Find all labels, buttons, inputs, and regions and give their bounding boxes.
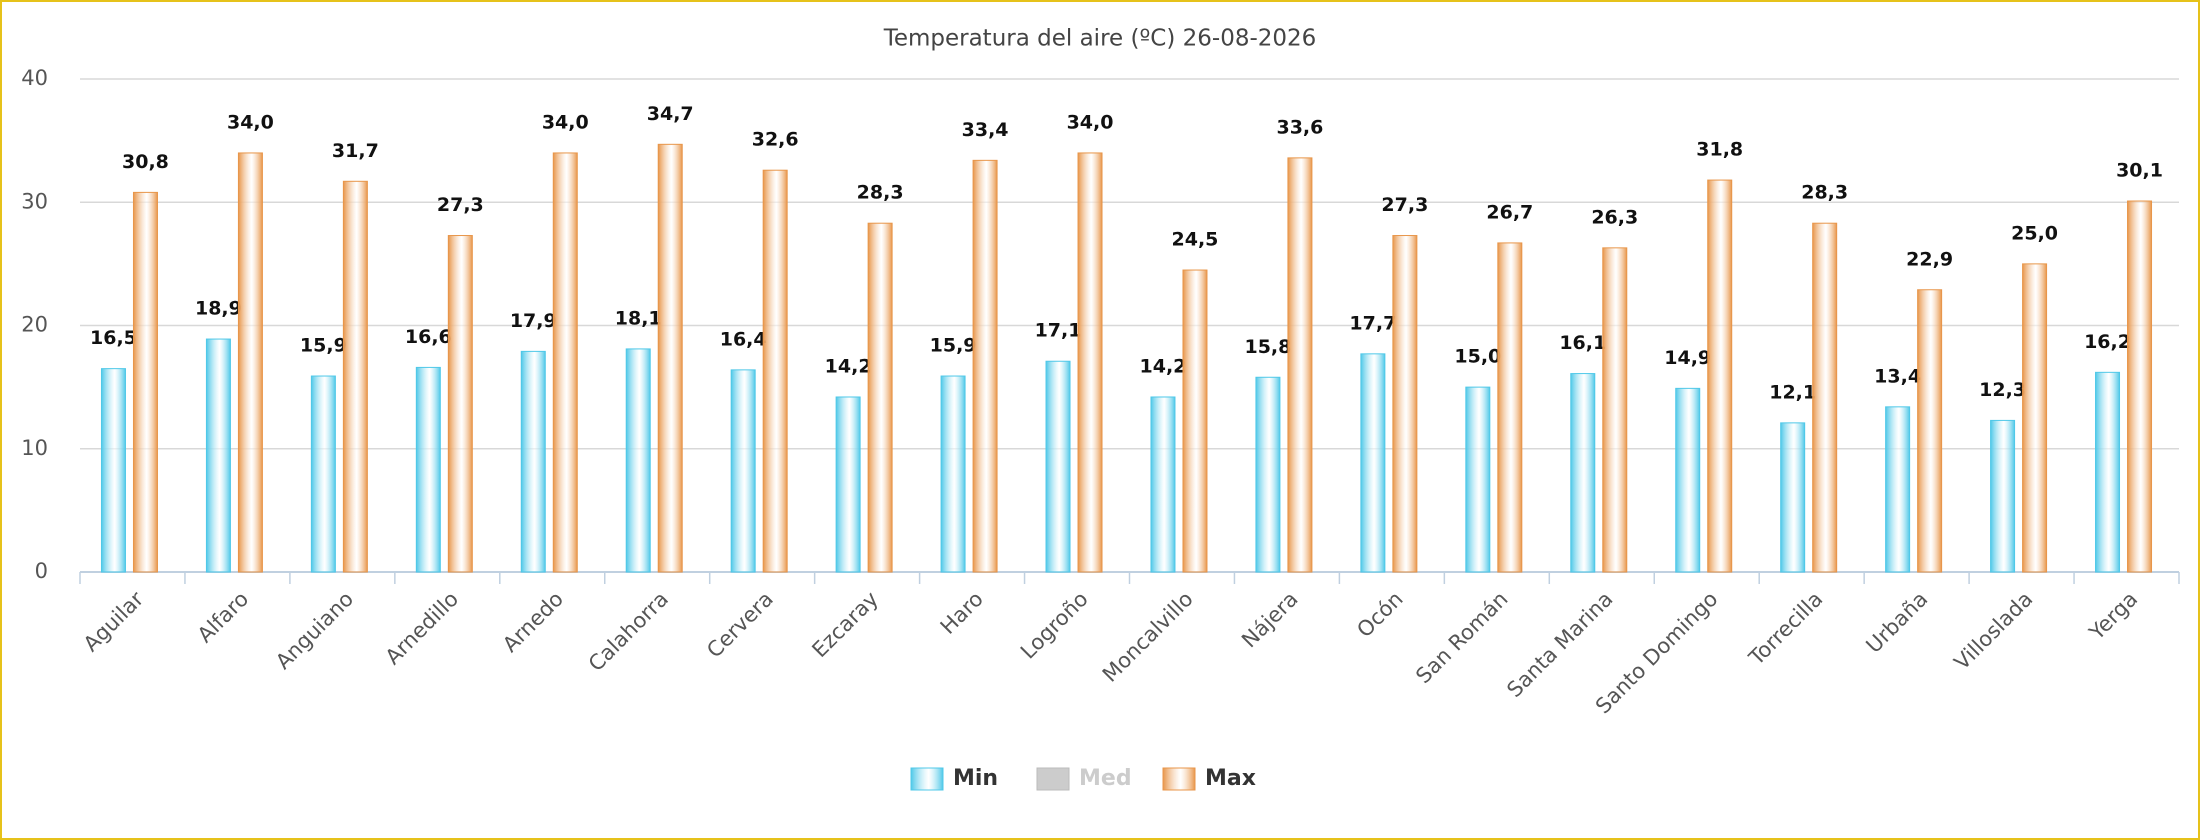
bar — [2127, 200, 2153, 573]
bar — [730, 369, 756, 573]
bar — [310, 375, 336, 573]
value-label: 14,2 — [1140, 355, 1187, 377]
value-label: 27,3 — [1381, 194, 1428, 216]
bar — [1255, 376, 1281, 573]
value-label: 32,6 — [752, 129, 799, 151]
bar — [1465, 386, 1491, 573]
bar — [867, 222, 893, 573]
y-tick-label: 30 — [21, 189, 48, 213]
bar — [415, 366, 441, 573]
bar — [1077, 152, 1103, 573]
value-label: 34,0 — [542, 111, 589, 133]
value-label: 26,7 — [1486, 201, 1533, 223]
bar — [2022, 263, 2048, 573]
bar — [1045, 360, 1071, 573]
value-label: 17,7 — [1349, 312, 1396, 334]
y-tick-label: 0 — [35, 559, 48, 583]
legend-swatch[interactable] — [1036, 767, 1070, 791]
value-label: 33,4 — [962, 119, 1009, 141]
bar — [520, 350, 546, 573]
bar — [342, 180, 368, 573]
value-label: 15,9 — [300, 335, 347, 357]
value-label: 33,6 — [1276, 116, 1323, 138]
legend-swatch[interactable] — [910, 767, 944, 791]
legend-label[interactable]: Min — [953, 766, 998, 791]
bar — [1287, 157, 1313, 573]
value-label: 14,9 — [1664, 347, 1711, 369]
value-label: 14,2 — [825, 355, 872, 377]
y-tick-label: 20 — [21, 313, 48, 337]
value-label: 30,8 — [122, 151, 169, 173]
y-tick-label: 10 — [21, 436, 48, 460]
bar — [1392, 235, 1418, 573]
bar — [1602, 247, 1628, 573]
bar — [237, 152, 263, 573]
value-label: 17,9 — [510, 310, 557, 332]
bar — [1707, 179, 1733, 573]
value-label: 16,2 — [2084, 331, 2131, 353]
bar — [1917, 289, 1943, 573]
chart-title: Temperatura del aire (ºC) 26-08-2026 — [883, 26, 1317, 52]
bar — [205, 338, 231, 573]
value-label: 31,7 — [332, 140, 379, 162]
bar — [1885, 406, 1911, 573]
value-label: 24,5 — [1172, 229, 1219, 251]
value-label: 18,1 — [615, 307, 662, 329]
bar — [657, 143, 683, 573]
value-label: 25,0 — [2011, 222, 2058, 244]
bar — [1570, 373, 1596, 573]
value-label: 18,9 — [195, 298, 242, 320]
value-label: 16,4 — [720, 328, 767, 350]
value-label: 34,0 — [1067, 111, 1114, 133]
bar — [762, 169, 788, 573]
value-label: 12,1 — [1769, 381, 1816, 403]
value-label: 15,9 — [930, 335, 977, 357]
value-label: 16,6 — [405, 326, 452, 348]
bar — [625, 348, 651, 573]
value-label: 30,1 — [2116, 160, 2163, 182]
value-label: 27,3 — [437, 194, 484, 216]
value-label: 12,3 — [1979, 379, 2026, 401]
value-label: 13,4 — [1874, 365, 1921, 387]
bar — [1360, 353, 1386, 573]
value-label: 34,0 — [227, 111, 274, 133]
bar — [940, 375, 966, 573]
bar — [132, 191, 158, 573]
bar — [972, 159, 998, 573]
y-tick-label: 40 — [21, 66, 48, 90]
value-label: 22,9 — [1906, 248, 1953, 270]
bar — [100, 368, 126, 573]
bar — [1182, 269, 1208, 573]
bar — [447, 235, 473, 573]
value-label: 16,5 — [90, 327, 137, 349]
value-label: 28,3 — [857, 182, 904, 204]
bar — [1675, 387, 1701, 573]
value-label: 17,1 — [1035, 320, 1082, 342]
value-label: 34,7 — [647, 103, 694, 125]
bar — [1990, 419, 2016, 573]
bar — [1150, 396, 1176, 573]
bar — [552, 152, 578, 573]
value-label: 31,8 — [1696, 139, 1743, 161]
legend-label[interactable]: Max — [1205, 766, 1256, 791]
value-label: 16,1 — [1559, 332, 1606, 354]
bar — [1812, 222, 1838, 573]
bar — [2095, 371, 2121, 573]
bar — [835, 396, 861, 573]
legend-label[interactable]: Med — [1079, 766, 1132, 791]
bar — [1780, 422, 1806, 573]
value-label: 15,8 — [1244, 336, 1291, 358]
value-label: 26,3 — [1591, 206, 1638, 228]
value-label: 15,0 — [1454, 346, 1501, 368]
legend-swatch[interactable] — [1162, 767, 1196, 791]
value-label: 28,3 — [1801, 182, 1848, 204]
bar — [1497, 242, 1523, 573]
